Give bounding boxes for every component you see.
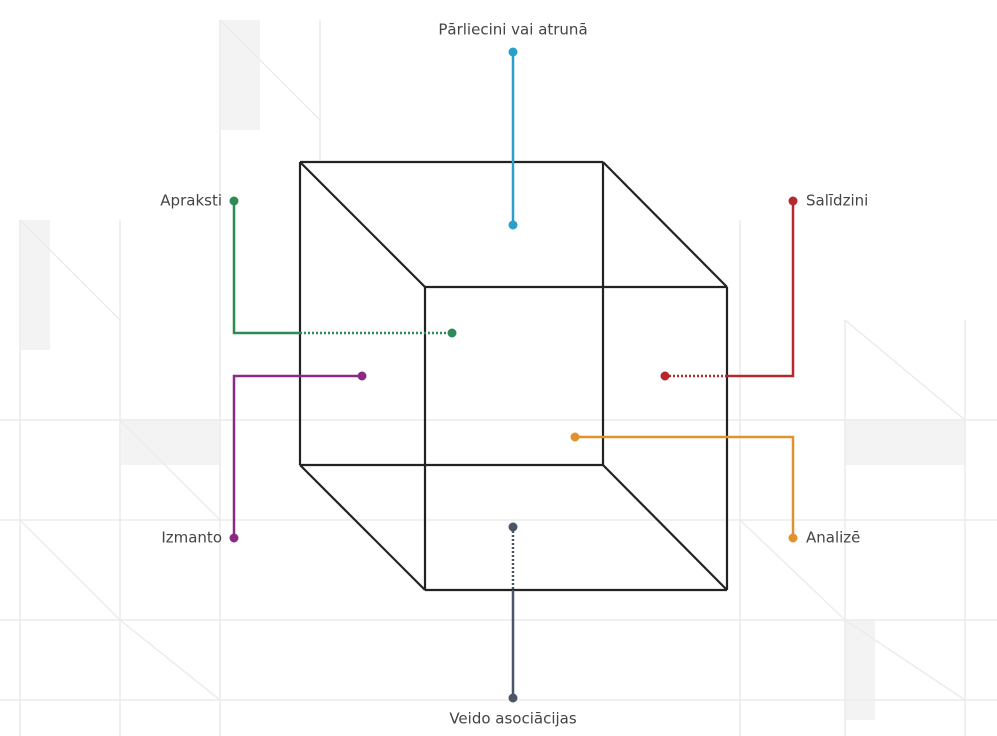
label-bottom: Veido asociācijas bbox=[449, 710, 577, 728]
connector-upper-right bbox=[660, 196, 798, 381]
label-top: Pārliecini vai atrunā bbox=[438, 21, 587, 39]
connector-bottom bbox=[508, 522, 518, 703]
connector-lower-right bbox=[570, 432, 798, 543]
cube bbox=[298, 160, 729, 592]
label-upper-left: Apraksti bbox=[160, 192, 222, 210]
label-lower-left: Izmanto bbox=[161, 529, 222, 547]
connector-upper-left bbox=[229, 196, 457, 338]
connector-lower-left bbox=[229, 371, 367, 543]
label-upper-right: Salīdzini bbox=[806, 192, 868, 210]
label-lower-right: Analizē bbox=[806, 529, 860, 547]
background-grid bbox=[0, 19, 997, 736]
connector-top bbox=[508, 47, 518, 230]
